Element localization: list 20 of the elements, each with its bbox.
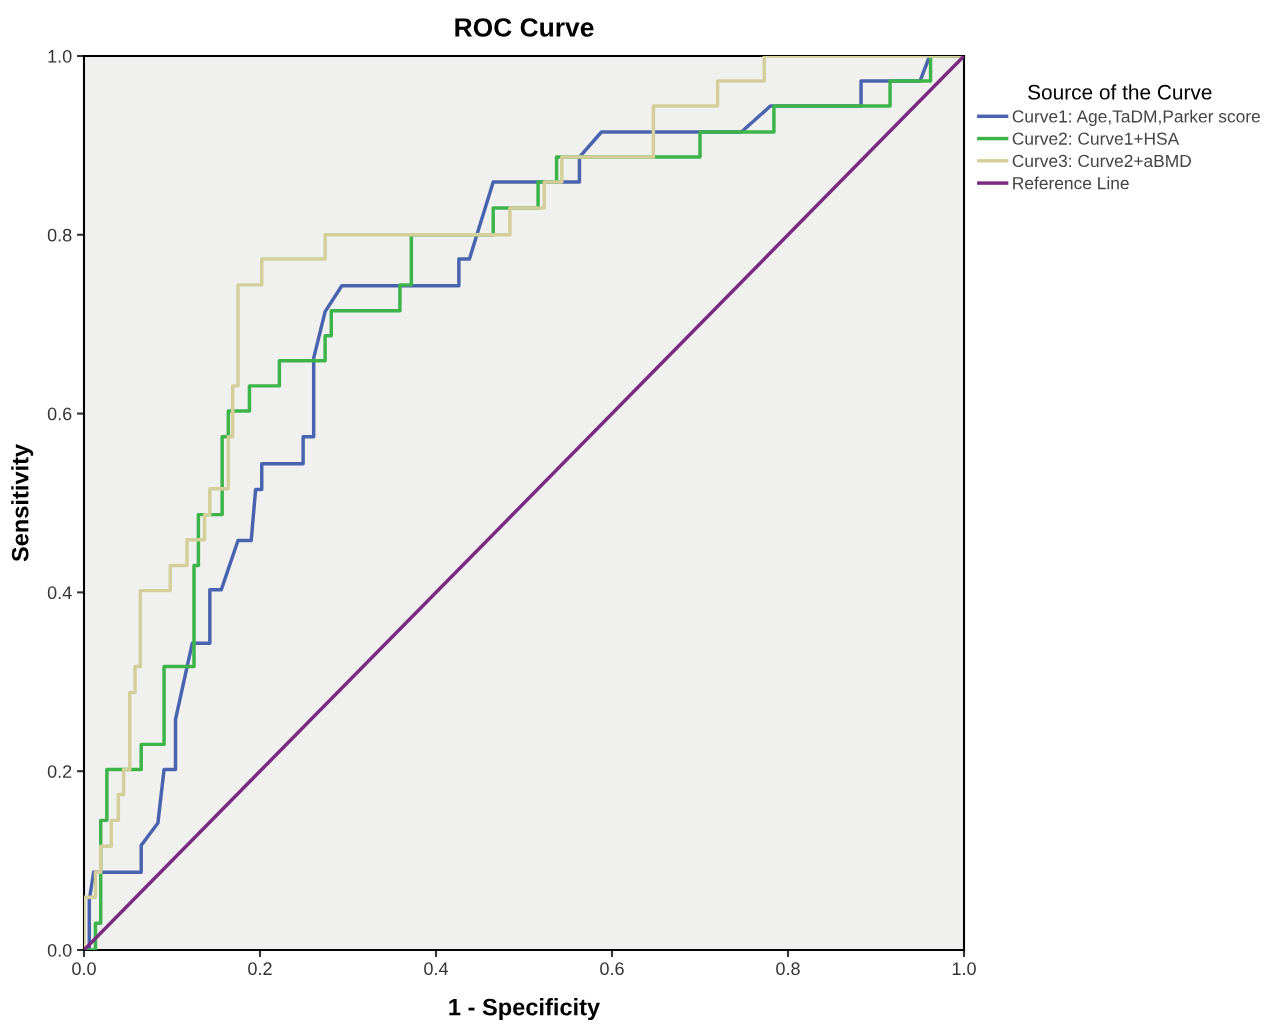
legend-label: Curve3: Curve2+aBMD <box>1012 154 1191 168</box>
y-tick-label: 0.0 <box>47 943 72 957</box>
chart-title: ROC Curve <box>455 18 594 37</box>
x-tick-label: 0.8 <box>776 962 800 976</box>
x-axis-title: 1 - Specificity <box>449 998 600 1021</box>
x-tick-label: 0.2 <box>248 962 272 976</box>
legend-label: Curve1: Age,TaDM,Parker score <box>1012 109 1260 126</box>
legend-label: Reference Line <box>1013 176 1129 190</box>
legend-label: Curve2: Curve1+HSA <box>1012 132 1180 145</box>
x-tick-label: 0.6 <box>600 962 624 976</box>
y-axis-title: Sensitivity <box>11 444 34 562</box>
y-tick-label: 1.0 <box>48 49 72 63</box>
legend-title: Source of the Curve <box>1028 84 1212 100</box>
y-tick-label: 0.4 <box>47 586 72 600</box>
y-tick-label: 0.6 <box>47 407 72 421</box>
x-tick-label: 0.4 <box>424 962 449 976</box>
y-tick-label: 0.2 <box>47 765 72 778</box>
y-tick-label: 0.8 <box>47 228 72 242</box>
x-tick-label: 0.0 <box>72 962 96 976</box>
x-tick-label: 1.0 <box>952 962 976 976</box>
